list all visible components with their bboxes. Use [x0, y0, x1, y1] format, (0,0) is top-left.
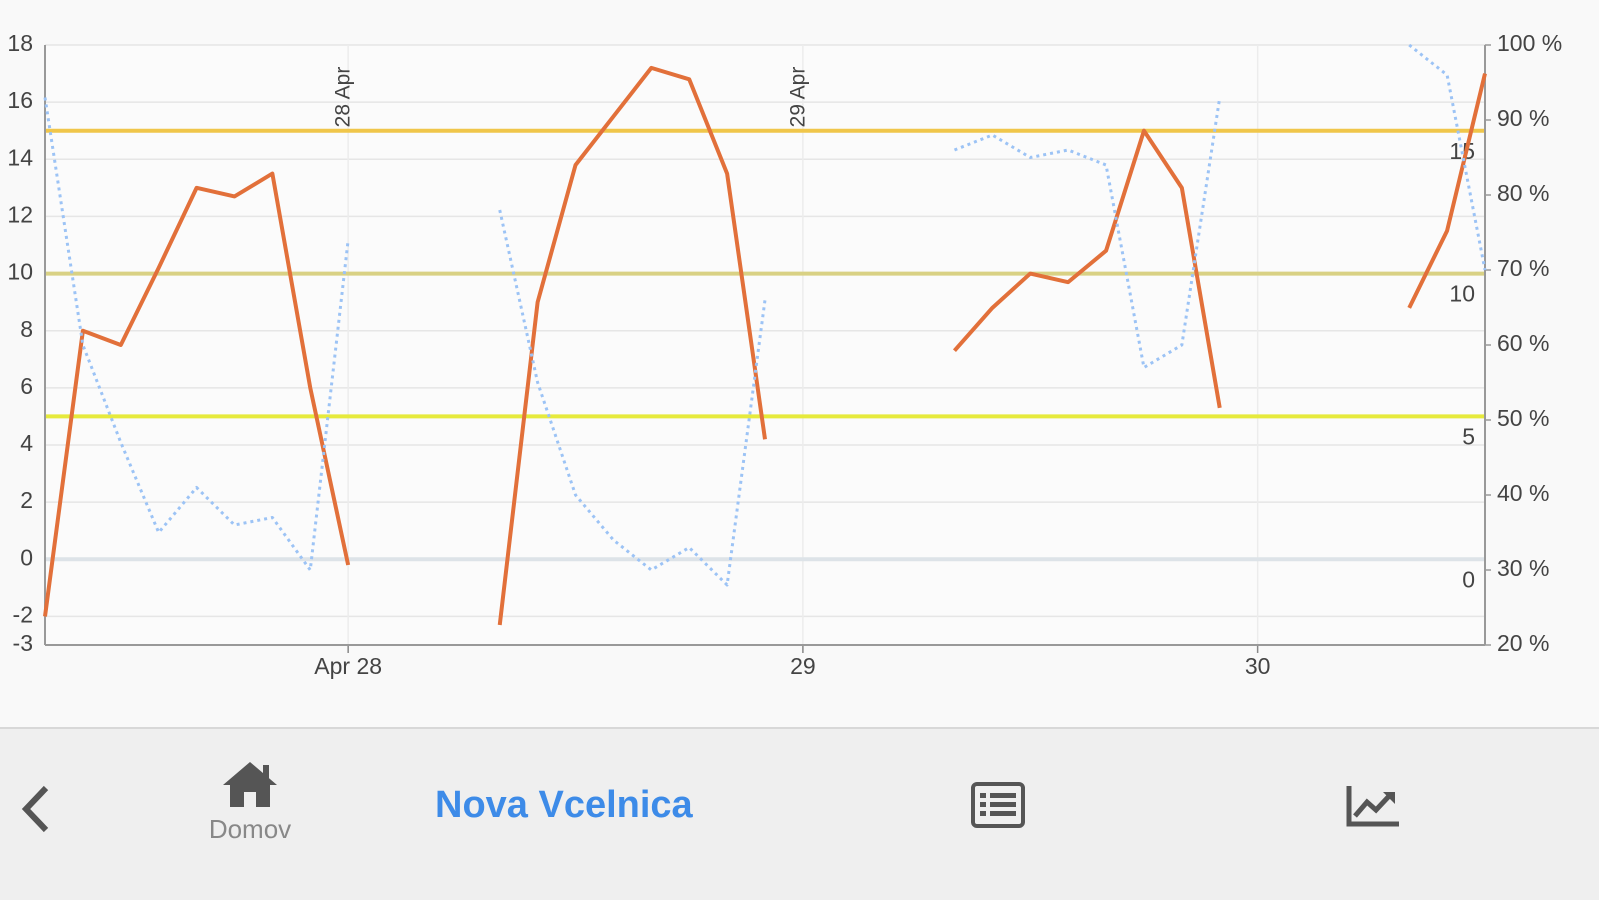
y2-tick-label: 60 %: [1497, 330, 1549, 356]
chart: -3-2 0 2 4 6 8 10 12 14 16 18 20 % 30 % 40 % 50 % 60 % 7…: [7, 30, 1562, 679]
y2-tick-label: 90 %: [1497, 105, 1549, 131]
home-icon: [223, 762, 277, 807]
y-tick-label: 8: [20, 316, 33, 342]
threshold-label: 5: [1462, 424, 1475, 450]
y-tick-label: 14: [7, 144, 33, 170]
home-label: Domov: [208, 814, 292, 844]
chart-icon[interactable]: [1345, 784, 1401, 828]
annotation: 29 Apr: [786, 67, 809, 128]
y2-tick-label: 100 %: [1497, 30, 1562, 56]
annotation: 28 Apr: [332, 67, 355, 128]
y-tick-label: 16: [7, 87, 33, 113]
nav-bar: Domov Nova Vcelnica: [0, 727, 1599, 900]
y2-tick-label: 30 %: [1497, 555, 1549, 581]
y2-tick-label: 50 %: [1497, 405, 1549, 431]
threshold-label: 0: [1462, 566, 1475, 592]
y-tick-label: 4: [20, 430, 33, 456]
y2-tick-label: 20 %: [1497, 630, 1549, 656]
series-line: [43, 43, 1487, 587]
threshold-label: 10: [1449, 281, 1475, 307]
y-tick-label: -3: [13, 630, 33, 656]
y2-tick-label: 80 %: [1497, 180, 1549, 206]
y2-tick-label: 40 %: [1497, 480, 1549, 506]
x-tick-label: 29: [790, 653, 816, 679]
y-tick-label: 6: [20, 373, 33, 399]
home-button[interactable]: Domov: [195, 759, 305, 845]
plot-area: [45, 45, 1485, 645]
y-tick-label: 10: [7, 259, 33, 285]
x-tick-label: 30: [1245, 653, 1271, 679]
y-tick-label: 12: [7, 202, 33, 228]
y-tick-label: -2: [13, 602, 33, 628]
y2-tick-label: 70 %: [1497, 255, 1549, 281]
back-button[interactable]: [18, 784, 54, 834]
y-tick-label: 0: [20, 544, 33, 570]
nav-title[interactable]: Nova Vcelnica: [435, 784, 693, 826]
y-tick-label: 18: [7, 30, 33, 56]
x-tick-label: Apr 28: [314, 653, 382, 679]
series-line: [43, 65, 1487, 626]
y-tick-label: 2: [20, 487, 33, 513]
list-icon[interactable]: [970, 781, 1026, 829]
